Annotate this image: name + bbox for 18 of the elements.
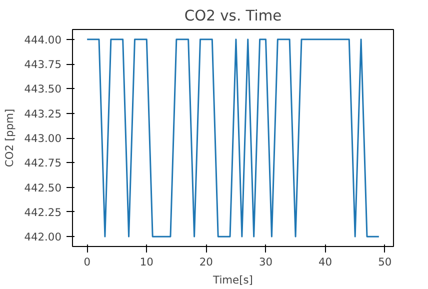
x-tick-label: 10 — [140, 256, 154, 268]
y-tick-label: 444.00 — [24, 33, 62, 46]
y-tick-label: 442.75 — [24, 156, 62, 170]
x-axis-title: Time[s] — [212, 274, 253, 286]
chart-title: CO2 vs. Time — [184, 8, 282, 24]
y-tick-label: 443.00 — [24, 132, 62, 145]
y-tick-label: 442.50 — [24, 181, 62, 194]
x-tick-label: 20 — [199, 256, 214, 268]
y-tick-label: 443.25 — [24, 107, 62, 120]
y-axis-title: CO2 [ppm] — [3, 108, 16, 168]
x-tick-label: 50 — [378, 256, 392, 268]
y-tick-label: 443.50 — [24, 82, 62, 96]
x-tick-label: 40 — [318, 256, 332, 268]
y-tick-label: 442.25 — [24, 206, 62, 219]
y-tick-label: 442.00 — [24, 230, 62, 244]
x-tick-label: 30 — [258, 256, 273, 268]
x-tick-label: 0 — [84, 256, 91, 268]
y-tick-label: 443.75 — [24, 58, 62, 72]
